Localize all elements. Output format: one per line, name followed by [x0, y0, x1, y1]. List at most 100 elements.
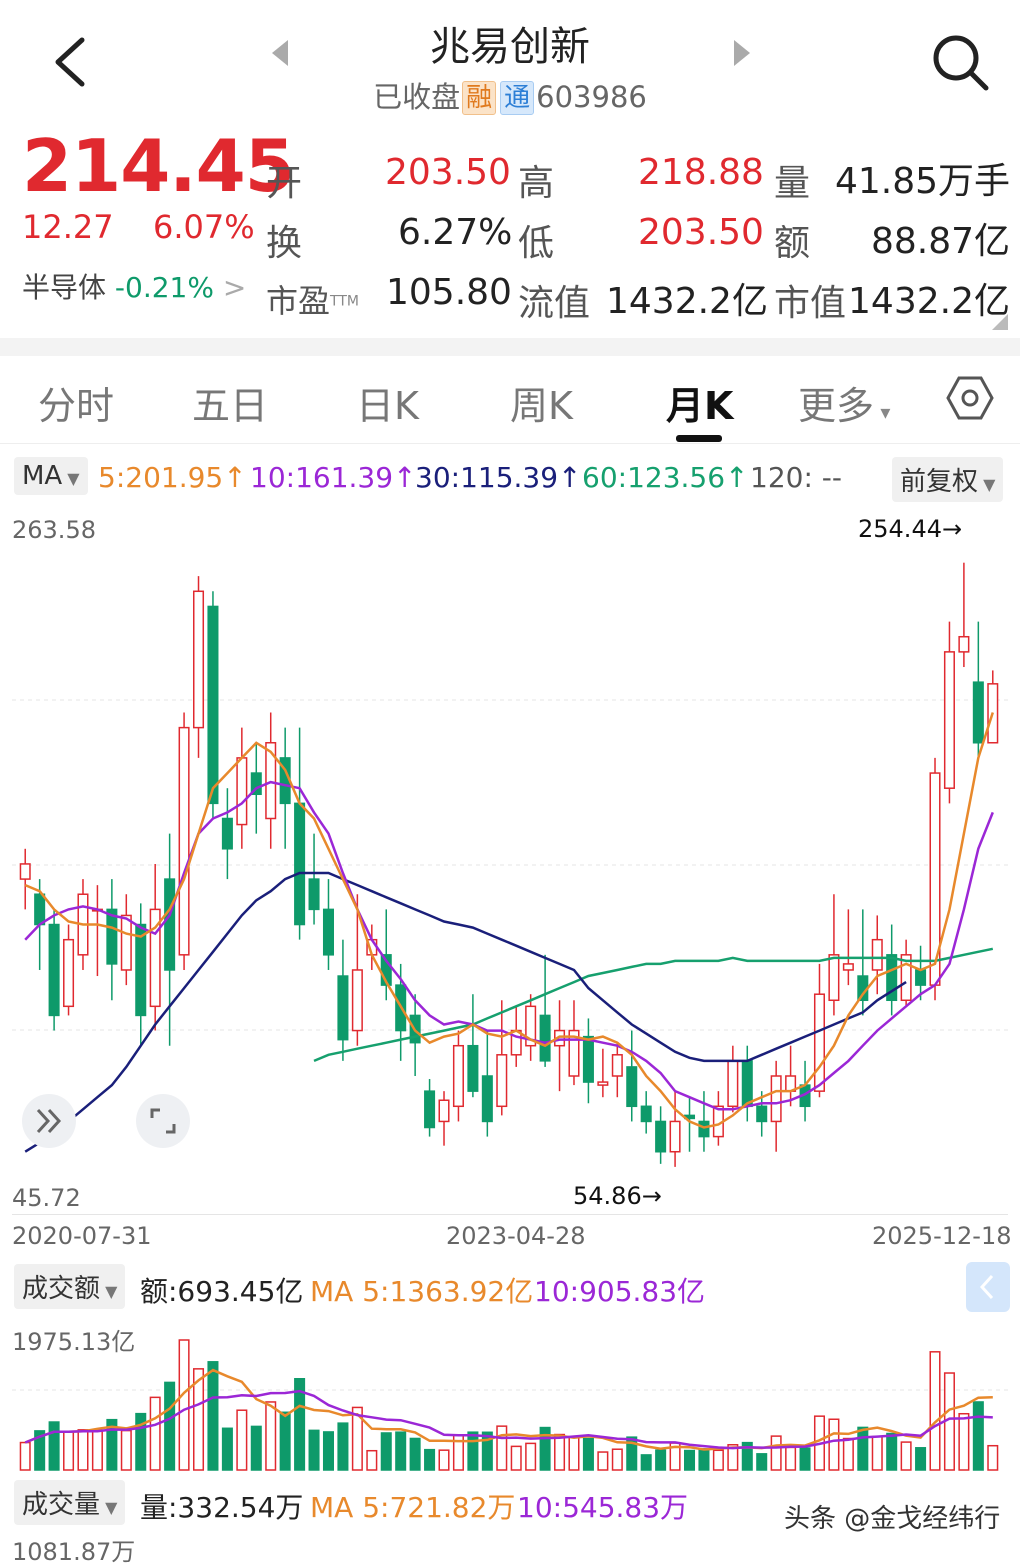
candle-body — [106, 908, 118, 965]
sector-name: 半导体 — [22, 271, 107, 304]
turnover-bar — [48, 1421, 60, 1471]
candle-body — [294, 802, 306, 926]
fullscreen-icon[interactable] — [136, 1094, 190, 1148]
turnover-bar-chart[interactable] — [0, 1310, 1020, 1472]
volume-ma5: MA 5:721.82万 — [310, 1491, 516, 1524]
candle-body — [539, 1014, 551, 1062]
turnover-bar — [178, 1339, 190, 1471]
candle-body — [828, 954, 840, 1002]
candle-body — [424, 1090, 436, 1129]
turnover-bar — [799, 1447, 811, 1471]
ma30-line — [24, 871, 907, 1153]
candle-body — [669, 1120, 681, 1153]
current-price: 214.45 — [22, 124, 295, 208]
high-marker-label: 254.44→ — [858, 515, 963, 543]
turnover-bar — [496, 1425, 508, 1471]
x-axis-line — [12, 1214, 1008, 1215]
turnover-bar — [842, 1437, 854, 1471]
turnover-bar — [366, 1449, 378, 1471]
turnover-value: 6.27% — [398, 212, 513, 253]
candle-body — [741, 1060, 753, 1108]
caret-down-icon: ▼ — [978, 475, 996, 494]
candle-body — [958, 635, 970, 653]
caret-down-icon: ▼ — [100, 1282, 118, 1301]
adjust-selector[interactable]: 前复权 ▼ — [892, 457, 1004, 502]
turnover-bar — [582, 1437, 594, 1471]
turnover-bar — [120, 1429, 132, 1471]
candle-body — [943, 651, 955, 789]
caret-down-icon: ▼ — [62, 469, 80, 488]
turnover-bar — [626, 1436, 638, 1471]
turnover-ma5: MA 5:1363.92亿 — [310, 1275, 534, 1308]
turnover-bar — [481, 1431, 493, 1471]
ma-selector[interactable]: MA ▼ — [14, 457, 88, 495]
next-stock-icon[interactable] — [730, 38, 754, 68]
turnover-bar — [785, 1446, 797, 1471]
turnover-bar — [409, 1437, 421, 1471]
turnover-bar — [510, 1445, 522, 1471]
ma60-line — [313, 947, 994, 1063]
settings-hex-icon[interactable] — [946, 375, 994, 421]
float-cap-label: 流值 — [518, 283, 591, 324]
turnover-selector[interactable]: 成交额 ▼ — [14, 1264, 126, 1309]
turnover-bar — [655, 1449, 667, 1471]
turnover-bar — [741, 1441, 753, 1471]
tab-intraday[interactable]: 分时 — [38, 384, 115, 428]
turnover-bar — [972, 1401, 984, 1471]
candle-body — [467, 1044, 479, 1092]
candle-body — [871, 938, 883, 971]
turnover-bar — [987, 1444, 999, 1471]
volume-label: 量 — [774, 163, 811, 204]
tab-five-day[interactable]: 五日 — [192, 384, 269, 428]
candle-body — [915, 969, 927, 986]
volume-selector[interactable]: 成交量 ▼ — [14, 1480, 126, 1525]
candle-body — [250, 772, 262, 796]
turnover-ma10-line — [24, 1389, 993, 1450]
fast-forward-icon[interactable] — [22, 1094, 76, 1148]
ma5-line — [24, 712, 994, 1129]
high-value: 218.88 — [638, 152, 764, 193]
turnover-bar — [236, 1409, 248, 1471]
amount-label: 额 — [774, 223, 811, 264]
prev-stock-icon[interactable] — [268, 38, 292, 68]
connect-tag: 通 — [500, 81, 535, 115]
turnover-bar — [683, 1449, 696, 1471]
back-icon[interactable] — [48, 34, 92, 90]
turnover-bar — [265, 1401, 277, 1471]
low-marker-label: 54.86→ — [573, 1182, 662, 1210]
candle-body — [438, 1099, 450, 1123]
candle-body — [756, 1105, 768, 1123]
candle-body — [582, 1035, 594, 1083]
candlestick-chart[interactable] — [0, 510, 1020, 1210]
tab-daily-k[interactable]: 日K — [356, 384, 419, 428]
volume-amount: 量:332.54万 — [140, 1491, 304, 1524]
x-label-start: 2020-07-31 — [12, 1222, 152, 1250]
stock-code: 603986 — [536, 80, 647, 114]
candle-body — [63, 938, 75, 1008]
turnover-bar — [192, 1368, 205, 1471]
candle-body — [525, 1005, 537, 1047]
turnover-bar — [322, 1431, 335, 1471]
volume-ma10: 10:545.83万 — [517, 1491, 689, 1524]
high-label: 高 — [518, 163, 555, 204]
candle-body — [178, 726, 190, 956]
turnover-bar — [135, 1412, 147, 1471]
turnover-bar — [294, 1378, 306, 1471]
turnover-bar — [611, 1448, 623, 1471]
tab-monthly-k[interactable]: 月K — [666, 384, 734, 428]
search-icon[interactable] — [930, 32, 990, 92]
turnover-bar — [640, 1454, 652, 1471]
turnover-bar — [756, 1453, 768, 1471]
candle-body — [221, 817, 233, 850]
expand-corner-icon[interactable] — [992, 314, 1008, 330]
turnover-y-max: 1975.13亿 — [12, 1328, 136, 1356]
tab-weekly-k[interactable]: 周K — [510, 384, 573, 428]
turnover-bar — [900, 1441, 912, 1471]
turnover-bar — [77, 1429, 89, 1471]
candle-body — [149, 908, 161, 1008]
candle-body — [351, 969, 363, 1032]
tab-more[interactable]: 更多 ▾ — [798, 384, 891, 428]
collapse-panel-icon[interactable] — [966, 1262, 1010, 1312]
low-value: 203.50 — [638, 212, 764, 253]
sector-link[interactable]: 半导体 -0.21% > — [22, 266, 246, 306]
